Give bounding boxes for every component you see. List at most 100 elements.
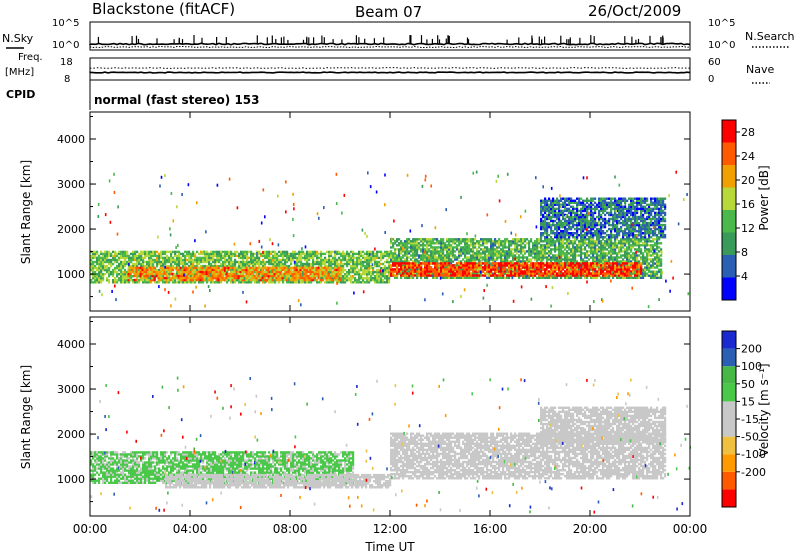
data-cell [394,252,397,255]
data-cell [165,272,168,276]
data-cell [358,250,361,254]
data-cell [230,281,233,284]
data-cell [470,250,473,253]
data-cell [358,252,361,256]
data-cell [354,264,357,268]
data-cell [420,262,423,265]
data-cell [440,264,443,267]
data-cell [656,264,659,267]
data-cell [156,264,159,268]
data-cell [394,268,397,271]
data-cell [114,266,117,270]
data-cell [233,266,236,270]
data-cell [358,270,361,274]
data-cell [248,281,251,284]
data-cell [524,276,527,279]
data-cell [386,258,389,262]
data-cell [284,277,287,280]
data-cell [244,256,247,260]
data-cell [640,256,643,259]
data-cell [416,274,419,277]
data-cell [414,262,417,265]
data-cell [400,264,403,267]
data-cell [104,264,107,268]
data-cell [370,264,373,268]
data-cell [540,252,543,255]
data-cell [544,238,547,241]
data-cell [156,256,159,260]
data-cell [436,272,439,275]
data-cell [141,268,144,272]
data-cell [199,270,202,274]
data-cell [574,252,577,255]
data-cell [458,240,461,243]
data-cell [638,250,641,253]
data-cell [344,268,347,272]
data-cell [264,260,267,264]
data-cell [323,268,326,272]
data-cell [374,264,377,268]
data-cell [396,274,399,277]
data-cell [96,266,99,270]
data-cell [476,262,479,265]
data-cell [492,246,495,249]
data-cell [482,248,485,251]
data-cell [128,256,131,260]
data-cell [193,268,196,272]
data-cell [330,275,333,278]
data-cell [202,250,205,254]
data-cell [550,256,553,259]
data-cell [174,279,177,282]
data-cell [456,258,459,261]
data-cell [177,266,180,270]
data-cell [532,246,535,249]
data-cell [642,238,645,241]
data-cell [224,260,227,264]
data-cell [438,262,441,265]
data-cell [500,258,503,261]
data-cell [650,240,653,243]
data-cell [410,272,413,275]
data-cell [209,270,212,274]
data-cell [386,254,389,258]
data-cell [264,250,267,254]
data-cell [392,246,395,249]
data-cell [366,270,369,274]
data-cell [201,266,204,270]
data-cell [446,248,449,251]
data-cell [496,248,499,251]
data-cell [408,274,411,277]
data-cell [299,270,302,274]
data-cell [254,258,257,262]
data-cell [410,244,413,247]
data-cell [102,266,105,270]
data-cell [394,240,397,243]
data-cell [608,242,611,245]
data-cell [309,268,312,272]
data-cell [197,266,200,270]
data-cell [428,260,431,263]
data-cell [310,262,313,266]
data-cell [502,254,505,257]
data-cell [656,274,659,277]
data-cell [348,279,351,282]
data-cell [122,266,125,270]
data-cell [202,281,205,284]
data-cell [258,273,261,276]
data-cell [133,274,136,278]
data-cell [366,277,369,280]
data-cell [518,250,521,253]
data-cell [157,272,160,276]
data-cell [372,279,375,282]
data-cell [412,264,415,267]
data-cell [112,262,115,266]
data-cell [138,258,141,262]
data-cell [472,272,475,275]
data-cell [222,260,225,264]
data-cell [584,248,587,251]
data-cell [296,264,299,268]
data-cell [211,266,214,270]
nsky-panel-frame [89,21,691,51]
data-cell [552,242,555,245]
